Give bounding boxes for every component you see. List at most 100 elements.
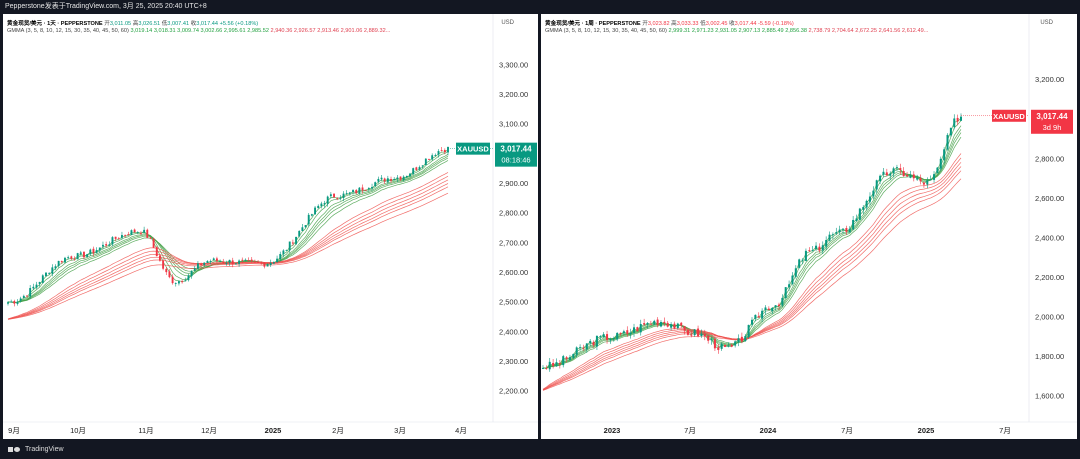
daily-candle-body-86 bbox=[279, 254, 282, 260]
daily-candle-body-69 bbox=[225, 262, 228, 264]
daily-candle-body-35 bbox=[117, 238, 120, 240]
daily-candle-body-67 bbox=[219, 261, 222, 263]
daily-candle-body-16 bbox=[57, 260, 60, 267]
daily-candle-body-104 bbox=[336, 198, 339, 200]
daily-candle-body-43 bbox=[143, 229, 146, 233]
weekly-candle-body-113 bbox=[922, 182, 925, 185]
daily-candle-body-132 bbox=[424, 158, 427, 166]
daily-candle-body-83 bbox=[269, 262, 272, 265]
daily-gmma-45 bbox=[7, 183, 449, 320]
daily-y-tick-11: 2,200.00 bbox=[499, 387, 528, 396]
weekly-candle-body-2 bbox=[548, 361, 551, 370]
daily-x-tick-7: 4月 bbox=[455, 426, 467, 435]
weekly-candle-body-88 bbox=[838, 229, 841, 233]
daily-chart-panel[interactable]: 黄金现货/美元 · 1天 · PEPPERSTONE 开3,011.05 高3,… bbox=[3, 14, 538, 439]
weekly-gmma-v2: 2,931.05 bbox=[715, 28, 737, 34]
daily-candle-body-28 bbox=[95, 250, 98, 253]
weekly-candle-body-91 bbox=[848, 228, 851, 233]
weekly-gmma-35 bbox=[542, 157, 962, 390]
weekly-candle-body-121 bbox=[949, 127, 952, 136]
weekly-candle-body-21 bbox=[612, 338, 615, 340]
daily-candle-body-78 bbox=[253, 261, 256, 263]
daily-candle-body-73 bbox=[238, 260, 241, 264]
weekly-gmma-v4: 2,885.49 bbox=[761, 28, 784, 34]
daily-candle-body-30 bbox=[102, 244, 104, 247]
weekly-candle-body-122 bbox=[953, 118, 956, 128]
weekly-candle-body-73 bbox=[788, 284, 791, 288]
weekly-candle-body-42 bbox=[683, 326, 686, 331]
daily-candle-body-99 bbox=[320, 203, 323, 207]
daily-candle-body-9 bbox=[35, 284, 38, 288]
daily-gmma-v2: 3,009.74 bbox=[177, 28, 199, 34]
weekly-candle-body-96 bbox=[865, 200, 868, 208]
daily-y-tick-9: 2,400.00 bbox=[499, 327, 528, 336]
weekly-candle-body-78 bbox=[804, 250, 807, 261]
weekly-low-value: 3,002.45 bbox=[705, 21, 728, 27]
daily-candle-body-135 bbox=[434, 155, 437, 156]
daily-gmma-30 bbox=[7, 172, 449, 320]
daily-candle-body-63 bbox=[206, 261, 209, 263]
daily-candle-body-98 bbox=[317, 205, 320, 209]
daily-gmma-legend: GMMA (3, 5, 8, 10, 12, 15, 30, 35, 40, 4… bbox=[7, 28, 390, 34]
daily-y-tick-7: 2,600.00 bbox=[499, 268, 528, 277]
weekly-candle-body-59 bbox=[740, 336, 743, 342]
daily-candle-body-66 bbox=[215, 258, 218, 262]
daily-candle-body-54 bbox=[177, 281, 180, 284]
weekly-close-label: 收 bbox=[729, 21, 735, 27]
daily-candle-body-81 bbox=[263, 262, 266, 267]
weekly-candle-body-3 bbox=[552, 362, 555, 366]
weekly-candle-body-30 bbox=[643, 323, 646, 325]
weekly-candle-body-60 bbox=[744, 336, 747, 342]
weekly-candle-body-8 bbox=[568, 357, 571, 360]
daily-y-tick-4: 2,900.00 bbox=[499, 179, 528, 188]
weekly-candle-body-92 bbox=[852, 219, 855, 230]
daily-candle-body-55 bbox=[181, 281, 184, 283]
weekly-candle-body-7 bbox=[565, 357, 568, 359]
daily-candle-body-17 bbox=[60, 261, 63, 263]
daily-candle-body-122 bbox=[393, 179, 396, 181]
daily-candle-body-37 bbox=[124, 234, 127, 236]
daily-legend-title: 黄金现货/美元 · 1天 · PEPPERSTONE bbox=[7, 21, 103, 27]
weekly-y-tick-2: 2,600.00 bbox=[1035, 194, 1064, 203]
weekly-candle-body-87 bbox=[835, 232, 838, 234]
daily-candle-body-82 bbox=[266, 264, 269, 267]
daily-gmma-v5: 2,985.52 bbox=[247, 28, 269, 34]
daily-candle-body-105 bbox=[339, 197, 342, 199]
daily-candle-body-52 bbox=[171, 276, 174, 284]
daily-candle-body-39 bbox=[130, 230, 133, 235]
daily-low-value: 3,007.41 bbox=[167, 21, 190, 27]
daily-candle-body-111 bbox=[358, 187, 361, 194]
weekly-chart-panel[interactable]: 黄金现货/美元 · 1周 · PEPPERSTONE 开3,023.82 高3,… bbox=[541, 14, 1077, 439]
weekly-candle-body-15 bbox=[592, 341, 595, 346]
daily-low-label: 低 bbox=[161, 21, 168, 27]
daily-currency-label: USD bbox=[501, 20, 514, 26]
weekly-price-tag-value: 3,017.44 bbox=[1036, 112, 1068, 121]
weekly-y-tick-0: 3,200.00 bbox=[1035, 75, 1064, 84]
daily-chart-canvas[interactable]: 3,300.003,200.003,100.003,000.002,900.00… bbox=[3, 14, 538, 439]
weekly-gmma-10 bbox=[542, 129, 962, 369]
weekly-x-tick-3: 7月 bbox=[841, 426, 853, 435]
daily-candle-body-7 bbox=[29, 288, 32, 297]
daily-gmma-v9: 2,901.06 bbox=[340, 28, 363, 34]
weekly-candle-body-35 bbox=[659, 322, 662, 327]
daily-candle-body-64 bbox=[209, 261, 212, 262]
daily-x-tick-1: 10月 bbox=[70, 426, 86, 435]
daily-candle-body-101 bbox=[326, 196, 329, 204]
weekly-chart-canvas[interactable]: 3,200.00 2,800.00 2,600.00 2,400.00 2,200.00… bbox=[541, 14, 1077, 439]
daily-candle-body-100 bbox=[323, 203, 326, 205]
weekly-candle-body-18 bbox=[602, 334, 605, 338]
daily-candle-body-110 bbox=[355, 190, 358, 194]
weekly-candle-body-69 bbox=[774, 305, 777, 308]
weekly-gmma-50 bbox=[542, 170, 962, 391]
daily-candle-body-108 bbox=[348, 192, 351, 194]
weekly-candle-body-77 bbox=[801, 259, 804, 261]
daily-x-tick-6: 3月 bbox=[394, 426, 406, 435]
daily-price-tag-value: 3,017.44 bbox=[500, 145, 532, 154]
daily-candle-body-134 bbox=[431, 155, 434, 160]
daily-candle-body-32 bbox=[108, 244, 111, 246]
daily-candle-body-74 bbox=[241, 259, 244, 261]
daily-countdown: 08:18:46 bbox=[501, 156, 530, 165]
weekly-candle-body-9 bbox=[572, 353, 575, 359]
weekly-candle-body-22 bbox=[616, 332, 619, 340]
daily-candle-body-71 bbox=[231, 260, 234, 265]
